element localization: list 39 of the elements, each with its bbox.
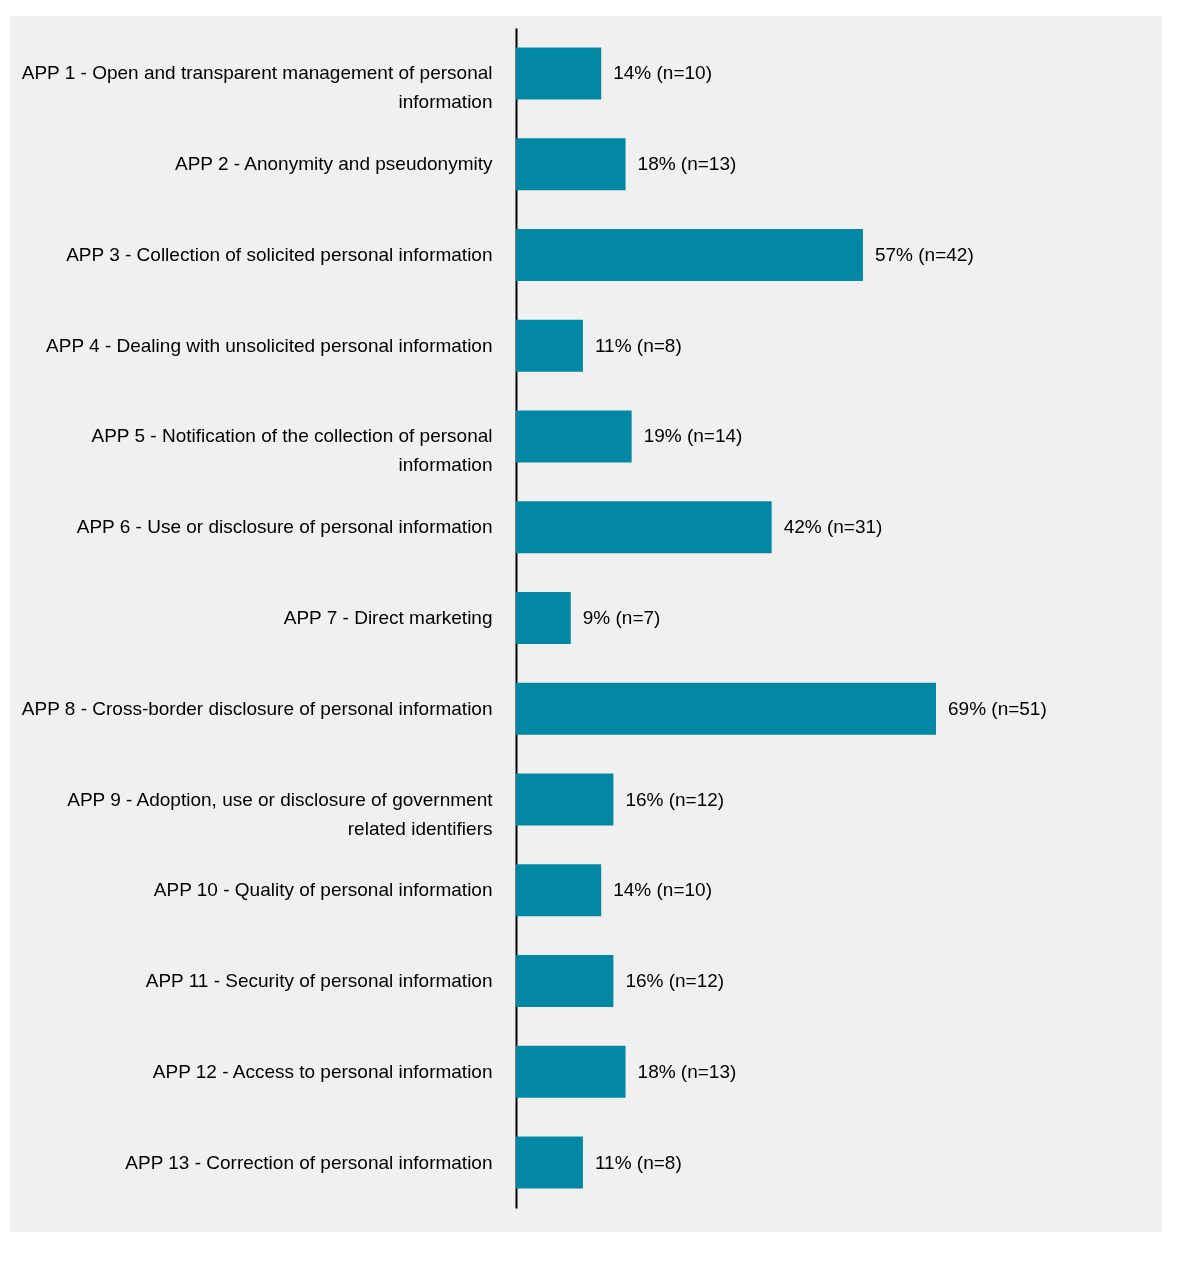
data-label: 11% (n=8) [594,1151,682,1173]
y-tick-label: APP 8 - Cross-border disclosure of personal information [21,697,493,719]
y-tick-label: APP 2 - Anonymity and pseudonymity [174,153,493,175]
bar [516,1045,626,1098]
bar [516,228,863,281]
y-tick-label: APP 4 - Dealing with unsolicited personal information [46,334,493,356]
bar [516,682,936,735]
bar [516,501,772,554]
bar [516,773,614,826]
bar [516,47,602,100]
bar [516,138,626,191]
y-tick-label: APP 9 - Adoption, use or disclosure of government related identifiers [67,788,494,839]
y-tick-label: APP 7 - Direct marketing [283,607,493,628]
y-tick-label: APP 1 - Open and transparent management of personal information [21,62,493,113]
bar [516,592,571,644]
y-tick-label: APP 3 - Collection of solicited personal information [66,243,493,265]
data-label: 57% (n=42) [874,243,974,265]
y-tick-label: APP 12 - Access to personal information [152,1060,493,1082]
data-label: 11% (n=8) [594,334,682,356]
bar [516,1136,583,1189]
data-label: 14% (n=10) [613,879,712,901]
y-tick-label: APP 11 - Security of personal information [145,970,493,992]
data-label: 18% (n=13) [637,1060,737,1082]
bar [516,410,632,463]
y-tick-label: APP 13 - Correction of personal information [125,1151,493,1173]
y-tick-label: APP 10 - Quality of personal information [153,879,493,901]
data-label: 14% (n=10) [613,62,712,84]
y-tick-label: APP 5 - Notification of the collection of personal information [91,425,493,476]
bar [516,955,614,1008]
data-label: 42% (n=31) [783,516,883,538]
data-label: 9% (n=7) [582,607,661,628]
y-tick-label: APP 6 - Use or disclosure of personal information [76,516,493,538]
data-label: 69% (n=51) [948,697,1047,719]
bar [516,864,602,917]
bar [516,319,583,372]
data-label: 16% (n=12) [625,970,725,992]
data-label: 18% (n=13) [637,153,737,175]
data-label: 19% (n=14) [643,425,743,447]
data-label: 16% (n=12) [625,788,725,810]
